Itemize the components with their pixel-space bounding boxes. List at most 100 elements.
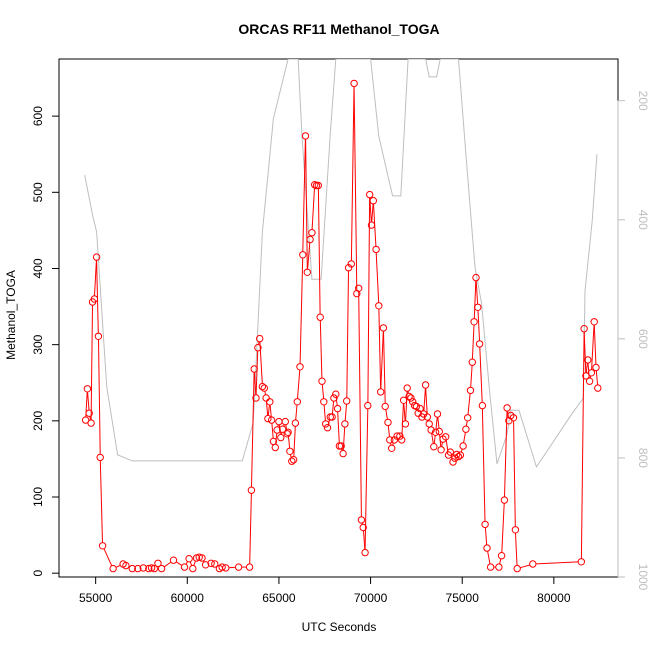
- data-point: [483, 544, 491, 552]
- series-segment: [353, 86, 358, 291]
- data-point: [185, 555, 193, 563]
- data-point: [577, 558, 585, 566]
- data-point: [481, 520, 489, 529]
- data-point: [592, 363, 600, 372]
- data-point: [245, 563, 254, 571]
- series-segment: [275, 433, 278, 445]
- data-point: [150, 564, 159, 573]
- series-segment: [249, 493, 252, 564]
- series-segment: [267, 404, 270, 416]
- data-point: [343, 397, 351, 405]
- series-segment: [433, 435, 436, 444]
- data-point: [281, 417, 289, 426]
- data-point: [470, 318, 478, 326]
- x-tick-label: 75000: [446, 591, 480, 605]
- series-segment: [501, 503, 505, 553]
- series-segment: [189, 561, 193, 566]
- series-segment: [99, 460, 103, 543]
- series-segment: [295, 404, 298, 420]
- data-point: [478, 401, 487, 410]
- data-point: [587, 369, 596, 377]
- data-point: [449, 458, 457, 466]
- y-tick-label: 200: [31, 411, 45, 431]
- data-point: [427, 426, 435, 434]
- data-point: [322, 420, 330, 428]
- data-point: [256, 334, 264, 343]
- series-segment: [363, 530, 366, 550]
- data-point: [355, 284, 363, 292]
- series-segment: [287, 435, 291, 449]
- data-point: [466, 386, 475, 395]
- data-point: [388, 444, 396, 452]
- y2-tick-label: 800: [636, 448, 650, 468]
- series-segment: [504, 411, 508, 497]
- data-point: [98, 542, 107, 550]
- data-point: [341, 420, 349, 428]
- series-segment: [89, 416, 91, 421]
- y-tick-label: 400: [31, 258, 45, 278]
- data-point: [189, 564, 197, 573]
- series-segment: [311, 187, 315, 230]
- data-point: [94, 332, 103, 340]
- data-point: [320, 398, 328, 406]
- series-segment: [115, 564, 121, 568]
- series-segment: [364, 408, 369, 550]
- data-point: [431, 428, 440, 436]
- secondary-series-line: [84, 59, 598, 469]
- y2-tick-label: 400: [636, 210, 650, 230]
- data-point: [437, 446, 445, 454]
- data-point: [416, 404, 424, 413]
- data-point: [497, 552, 506, 560]
- series-segment: [475, 280, 479, 305]
- series-segment: [385, 409, 388, 420]
- series-segment: [371, 203, 374, 222]
- data-point: [462, 425, 470, 433]
- data-point: [353, 289, 361, 298]
- y2-tick-label: 1000: [636, 564, 650, 591]
- series-segment: [583, 331, 587, 373]
- series-segment: [437, 417, 440, 429]
- series-segment: [403, 403, 406, 421]
- series-segment: [467, 393, 471, 415]
- series-segment: [423, 388, 426, 411]
- data-point: [318, 377, 326, 385]
- chart-title: ORCAS RF11 Methanol_TOGA: [238, 21, 439, 37]
- data-point: [582, 372, 590, 380]
- data-point: [511, 526, 520, 534]
- y2-tick-label: 600: [636, 329, 650, 349]
- series-segment: [331, 401, 335, 414]
- series-segment: [251, 372, 255, 488]
- data-point: [264, 414, 272, 423]
- x-tick-label: 80000: [537, 591, 571, 605]
- x-tick-label: 70000: [354, 591, 388, 605]
- series-segment: [465, 420, 468, 427]
- y-tick-label: 600: [31, 106, 45, 126]
- data-point: [359, 523, 367, 532]
- series-segment: [471, 324, 475, 360]
- series-segment: [441, 442, 443, 447]
- data-point: [409, 398, 417, 406]
- data-point: [128, 564, 137, 573]
- series-segment: [580, 331, 585, 559]
- series-segment: [299, 257, 304, 364]
- series-segment: [470, 365, 473, 388]
- data-point: [211, 560, 219, 568]
- plot-frame: [58, 58, 619, 578]
- data-point: [500, 496, 509, 504]
- data-point: [330, 394, 338, 402]
- data-point: [288, 457, 296, 465]
- data-point: [364, 401, 372, 410]
- data-point: [384, 418, 392, 427]
- data-point: [453, 450, 461, 459]
- data-point: [446, 448, 454, 456]
- data-point: [584, 356, 592, 364]
- data-point: [396, 432, 404, 440]
- series-segment: [293, 426, 296, 457]
- data-point: [323, 424, 332, 432]
- data-point: [258, 382, 267, 391]
- y-axis-label: Methanol_TOGA: [4, 270, 18, 360]
- data-point: [301, 132, 310, 140]
- data-point: [96, 453, 104, 462]
- data-point: [475, 340, 484, 348]
- series-segment: [387, 425, 390, 437]
